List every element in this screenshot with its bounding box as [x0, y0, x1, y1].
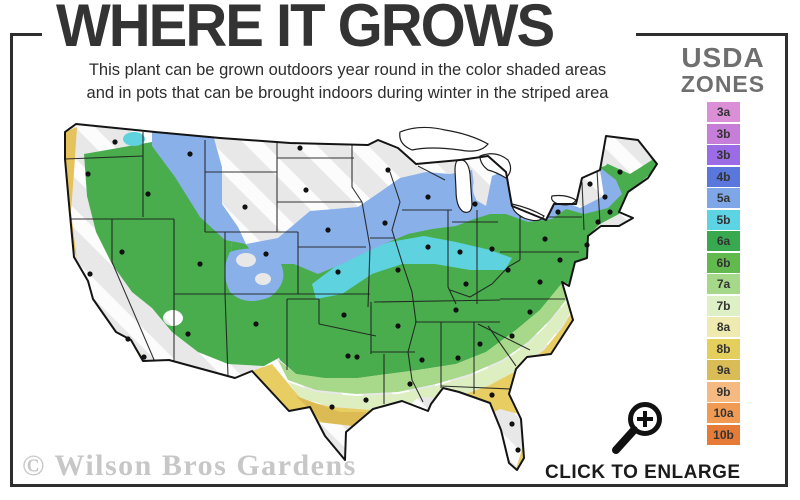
frame-border-bottom — [10, 484, 788, 487]
frame-border-top-right — [636, 33, 788, 36]
lake-michigan — [454, 159, 473, 213]
zone-chip-8a: 8a — [707, 317, 740, 337]
usda-zone-map[interactable] — [60, 112, 660, 472]
city-markers — [85, 139, 623, 453]
magnifier-plus-icon[interactable] — [607, 396, 671, 460]
legend-title-line-2: ZONES — [680, 71, 766, 97]
zone-chip-4b: 4b — [707, 166, 740, 187]
zone-chip-8b: 8b — [707, 338, 740, 359]
zone-chip-3b: 3b — [707, 123, 740, 144]
legend-panel: USDA ZONES — [660, 44, 786, 97]
great-lakes — [399, 126, 577, 222]
subtitle: This plant can be grown outdoors year ro… — [40, 59, 655, 105]
watermark: © Wilson Bros Gardens — [22, 449, 357, 482]
frame-border-left — [10, 33, 13, 487]
zone-chip-3a: 3a — [707, 102, 740, 122]
zone-chip-10a: 10a — [707, 403, 740, 423]
lake-superior — [399, 126, 489, 152]
usda-zone-map-svg — [64, 123, 658, 471]
zone-chip-3b: 3b — [707, 145, 740, 165]
state-borders — [65, 132, 601, 404]
zone-layer-pale-green — [288, 302, 572, 410]
zone-chip-5b: 5b — [707, 209, 740, 230]
zone-chip-10b: 10b — [707, 424, 740, 445]
zone-chip-6a: 6a — [707, 231, 740, 251]
legend-chips: 3a 3b 3b 4b 5a 5b 6a 6b 7a 7b 8a 8b 9a 9b 10a 10b — [707, 102, 741, 446]
page-title: WHERE IT GROWS — [56, 0, 555, 60]
subtitle-line-1: This plant can be grown outdoors year ro… — [88, 61, 607, 79]
lake-huron — [479, 153, 512, 179]
us-outline — [64, 123, 658, 471]
zone-chip-7b: 7b — [707, 295, 740, 316]
zone-chip-5a: 5a — [707, 188, 740, 208]
click-to-enlarge-label[interactable]: CLICK TO ENLARGE — [545, 462, 741, 483]
zone-chip-9a: 9a — [707, 360, 740, 380]
zone-chip-9b: 9b — [707, 381, 740, 402]
subtitle-line-2: and in pots that can be brought indoors … — [86, 83, 609, 102]
click-to-enlarge[interactable]: CLICK TO ENLARGE — [545, 400, 775, 486]
zone-chip-6b: 6b — [707, 252, 740, 273]
frame-border-right — [785, 33, 788, 487]
legend-title-line-1: USDA — [681, 42, 765, 73]
zone-chip-7a: 7a — [707, 274, 740, 294]
frame-border-top-left — [10, 33, 42, 36]
zone-layer-light-green — [278, 282, 566, 394]
